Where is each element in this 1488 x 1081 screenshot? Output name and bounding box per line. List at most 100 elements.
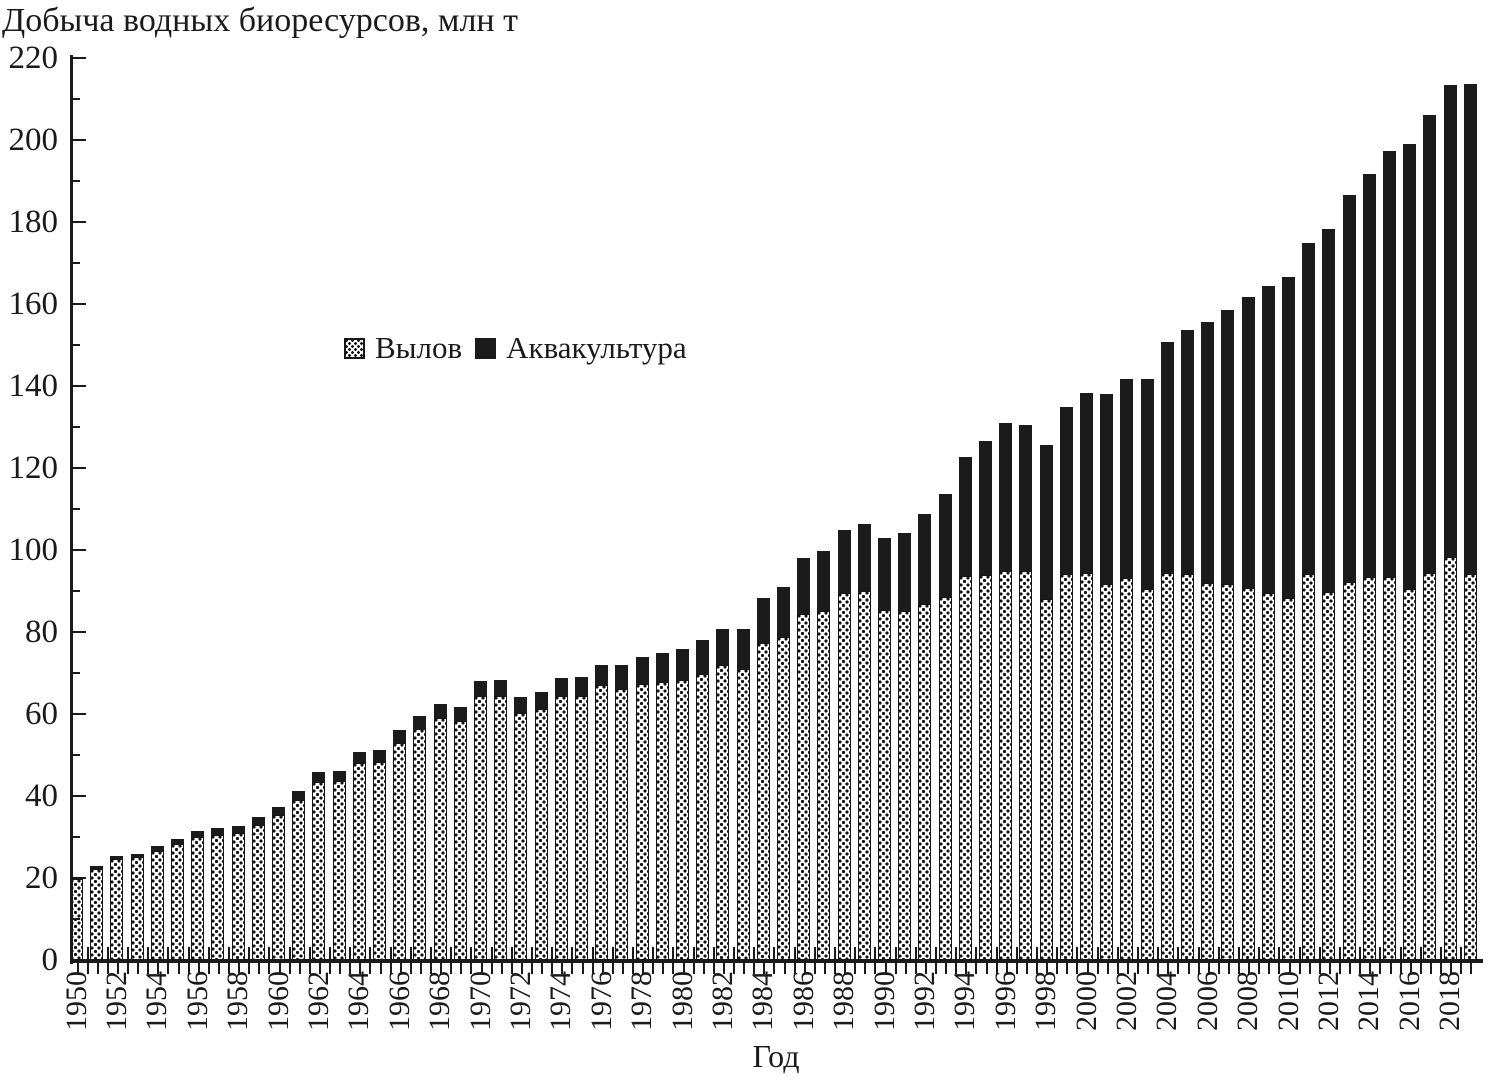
x-tick [692,962,695,974]
bar-segment-aquaculture-2003 [1140,379,1154,589]
x-minor-tick [1076,947,1079,960]
x-tick [1369,962,1372,974]
bar-1985 [777,587,790,960]
bar-segment-catch-1967 [413,729,427,960]
x-tick [1126,962,1129,974]
x-minor-tick [571,947,574,960]
bar-1993 [938,494,952,960]
y-major-tick [71,302,86,306]
bar-1996 [999,423,1013,960]
x-tick [1207,962,1210,974]
x-minor-tick [450,947,453,960]
x-tick [96,962,99,974]
bar-segment-catch-1988 [837,593,851,960]
bar-segment-catch-1969 [453,721,467,960]
x-tick [1440,962,1442,974]
bar-2013 [1342,194,1356,960]
x-minor-tick [369,947,372,960]
x-tick [1197,962,1200,974]
x-tick [419,962,422,974]
x-tick [955,962,958,974]
x-tick [288,962,291,974]
bar-segment-aquaculture-1996 [999,423,1013,571]
x-tick [238,962,241,974]
bar-2010 [1282,276,1295,960]
bar-2003 [1140,379,1154,960]
x-tick [1268,962,1271,974]
bar-1955 [171,838,184,960]
bar-1952 [110,855,124,960]
y-major-tick [71,548,86,552]
x-tick [1086,962,1089,974]
bar-segment-aquaculture-1951 [90,866,104,869]
legend-item-aquaculture: Аквакультура [475,330,687,366]
bar-2009 [1261,286,1275,960]
bar-1986 [797,558,811,960]
x-minor-tick [1197,947,1200,960]
x-tick [975,962,978,974]
bar-1978 [635,656,649,960]
bar-segment-catch-2012 [1322,591,1336,960]
bar-segment-aquaculture-2011 [1302,243,1316,574]
bar-1979 [655,652,669,960]
bar-segment-aquaculture-2006 [1201,322,1215,583]
x-tick [844,962,847,974]
x-minor-tick [712,947,715,960]
x-minor-tick [1036,947,1038,960]
x-minor-tick [1258,947,1261,960]
x-tick [389,962,392,974]
bar-segment-aquaculture-2000 [1080,392,1093,573]
x-minor-tick [1460,947,1463,960]
bar-segment-aquaculture-1978 [635,656,649,684]
bar-1991 [898,532,912,960]
bar-segment-aquaculture-1980 [676,648,689,680]
bar-segment-aquaculture-1957 [211,828,225,835]
x-minor-tick [1238,947,1240,960]
bar-2005 [1181,329,1194,960]
x-tick [1147,962,1150,974]
y-minor-tick [71,754,80,756]
bar-segment-catch-1970 [474,695,487,960]
bar-1966 [393,729,407,960]
bar-1975 [575,676,588,960]
x-minor-tick [86,947,89,960]
x-tick [1177,962,1180,974]
x-minor-tick [531,947,533,960]
bar-segment-catch-2018 [1443,556,1457,960]
x-tick [339,962,342,974]
bar-segment-catch-1985 [777,637,790,960]
bar-1989 [857,523,871,960]
bar-1984 [756,598,770,960]
bar-2019 [1463,83,1477,960]
x-tick [329,962,331,974]
x-minor-tick [329,947,331,960]
y-axis-line [70,55,73,964]
x-tick [904,962,907,974]
bar-segment-catch-1990 [878,609,891,960]
x-minor-tick [1278,947,1281,960]
x-tick [1419,962,1422,974]
bar-segment-aquaculture-1952 [110,855,124,860]
bar-2007 [1221,309,1235,960]
bar-2012 [1322,228,1336,960]
x-tick [187,962,190,974]
x-tick [1005,962,1008,974]
bar-1962 [312,772,326,960]
x-axis-line [70,959,1483,963]
x-tick [1106,962,1109,974]
bar-segment-catch-1996 [999,570,1013,960]
x-tick [258,962,261,974]
x-minor-tick [874,947,877,960]
bar-1957 [211,828,225,960]
bar-segment-catch-1982 [716,665,730,960]
bar-segment-aquaculture-1993 [938,494,952,597]
y-minor-tick [71,508,80,510]
x-tick [864,962,867,974]
bar-segment-aquaculture-1989 [857,523,871,591]
bar-1967 [413,715,427,960]
y-minor-tick [71,590,80,592]
bar-segment-aquaculture-1977 [615,664,629,690]
y-tick-label-40: 40 [25,777,58,814]
bar-segment-aquaculture-1960 [272,807,285,816]
x-tick [217,962,220,974]
